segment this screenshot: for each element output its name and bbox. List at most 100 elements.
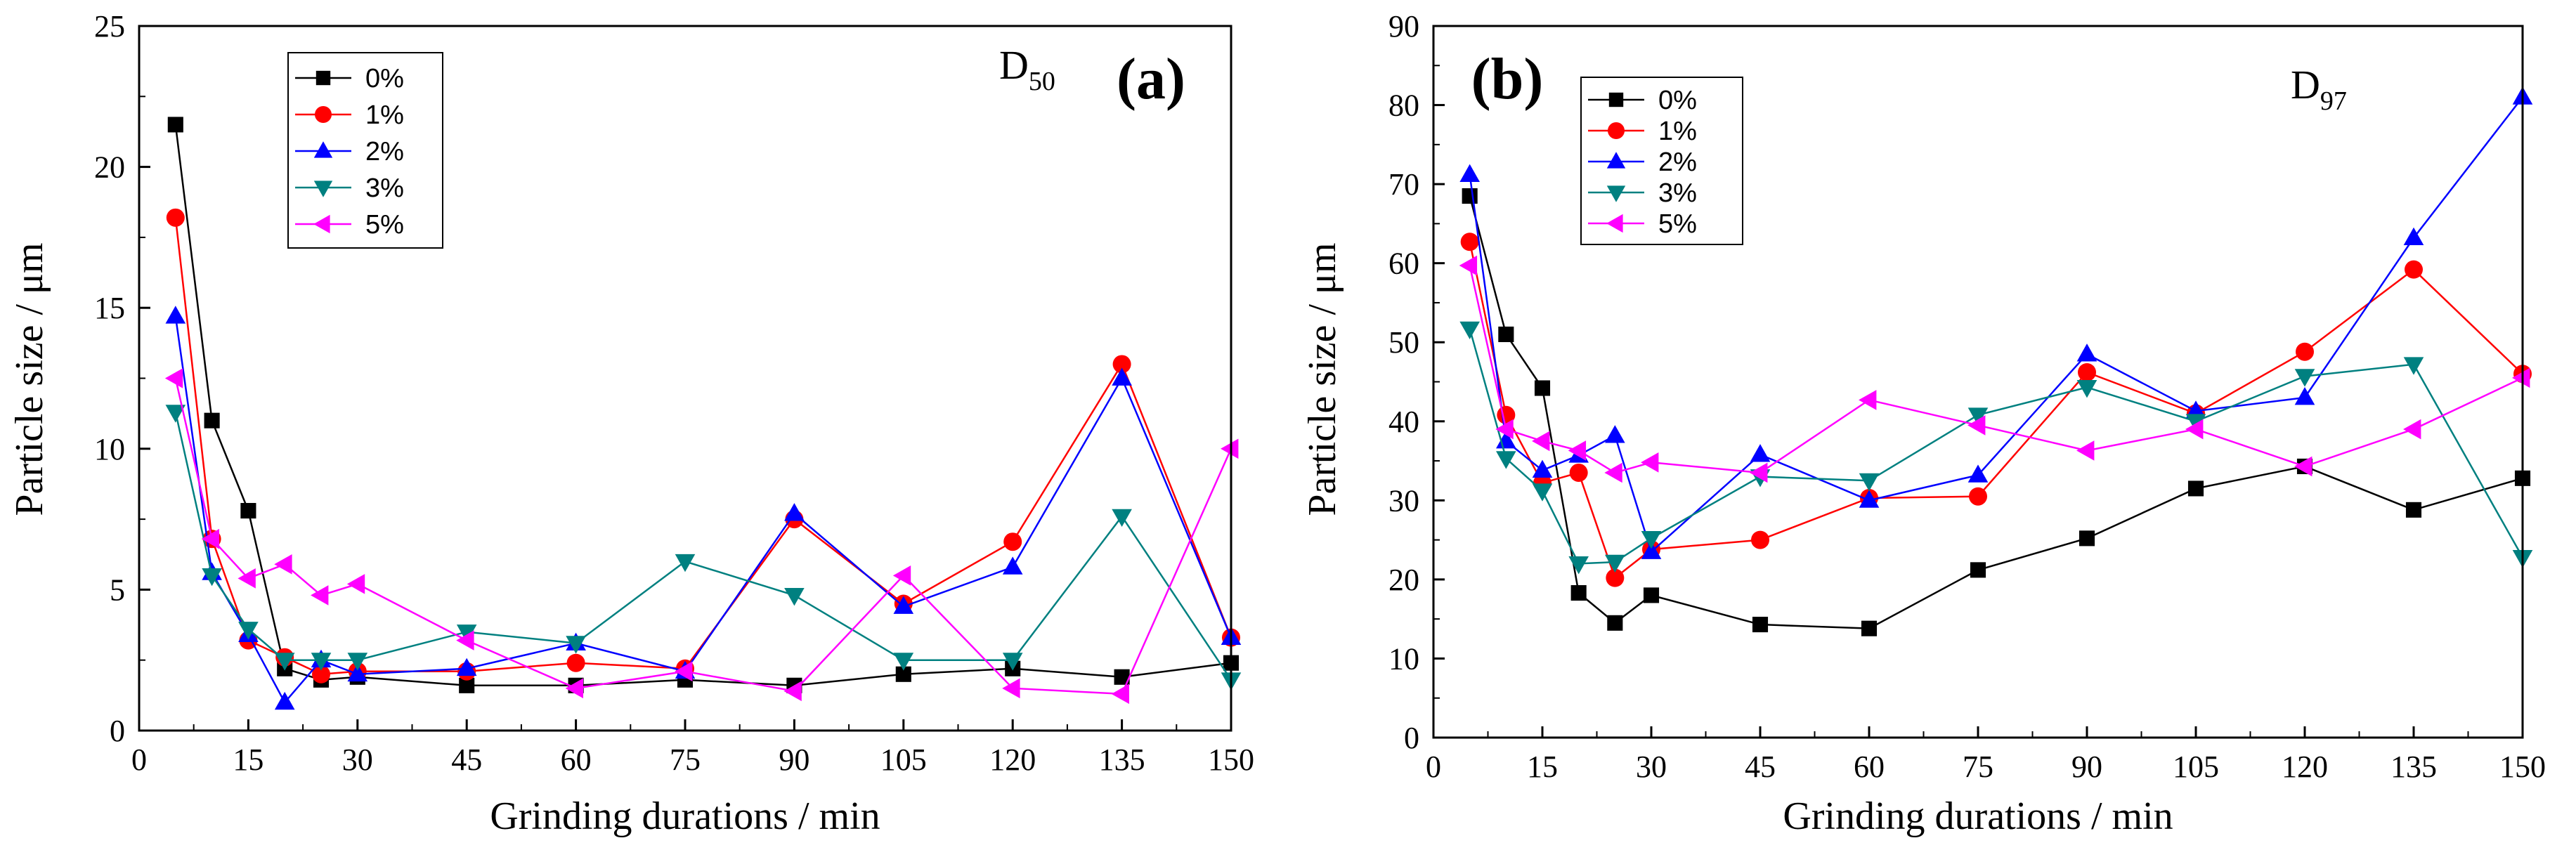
plot-a-subtitle: D50 [999, 42, 1055, 96]
legend-label-0%: 0% [365, 64, 404, 93]
x-tick-label: 90 [779, 742, 809, 777]
legend-label-1%: 1% [1658, 117, 1697, 146]
series-line-2% [174, 316, 1232, 705]
data-point-5% [675, 661, 693, 682]
x-tick-label: 45 [1745, 750, 1776, 784]
data-point-0% [2187, 480, 2204, 497]
x-tick-label: 120 [2282, 750, 2328, 784]
legend-marker-2% [313, 141, 333, 158]
data-point-0% [2405, 502, 2422, 518]
x-tick-label: 30 [1636, 750, 1667, 784]
data-point-2% [2185, 400, 2206, 419]
plot-a-ticks: 0 15 30 45 60 75 90 105 120 135 150 0 5 10 15 20 25 [94, 9, 1254, 777]
data-point-5% [164, 368, 183, 388]
data-point-2% [1605, 425, 1625, 443]
legend-label-5%: 5% [365, 210, 404, 240]
data-point-5% [201, 528, 219, 549]
data-point-0% [459, 677, 475, 693]
data-point-3% [784, 588, 805, 606]
plot-b-x-axis-label: Grinding durations / min [1783, 794, 2173, 838]
data-point-2% [165, 306, 186, 324]
legend-label-3%: 3% [365, 174, 404, 203]
x-tick-label: 75 [1963, 750, 1993, 784]
x-tick-label: 135 [2390, 750, 2437, 784]
data-point-3% [1532, 483, 1553, 502]
x-tick-label: 150 [1208, 742, 1254, 777]
x-tick-label: 30 [342, 742, 373, 777]
x-tick-label: 0 [1426, 750, 1441, 784]
data-point-1% [2405, 260, 2423, 279]
x-tick-label: 60 [561, 742, 592, 777]
plot-b-legend: 0%1%2%3%5% [1580, 77, 1743, 245]
data-point-1% [1751, 530, 1769, 549]
x-tick-label: 0 [131, 742, 147, 777]
legend-marker-0% [316, 70, 331, 86]
data-point-5% [1459, 255, 1478, 276]
plot-a-subtitle-subscript: 50 [1029, 67, 1055, 96]
data-point-0% [1462, 188, 1478, 204]
plot-b-marks [1459, 86, 2533, 636]
data-point-5% [1495, 419, 1514, 440]
data-point-3% [1859, 473, 1880, 492]
x-tick-label: 90 [2071, 750, 2102, 784]
data-point-1% [312, 665, 330, 683]
data-point-1% [1460, 233, 1479, 251]
data-point-3% [1002, 653, 1023, 671]
data-point-2% [2403, 227, 2424, 246]
series-line-2% [1469, 96, 2523, 554]
legend-marker-1% [1608, 122, 1625, 139]
data-point-5% [1967, 415, 1986, 436]
data-point-5% [2076, 440, 2095, 461]
legend-label-5%: 5% [1658, 209, 1697, 239]
data-point-0% [1643, 587, 1660, 603]
data-point-0% [1607, 615, 1623, 631]
data-point-2% [1532, 459, 1553, 478]
data-point-5% [783, 681, 802, 702]
x-tick-label: 150 [2499, 750, 2546, 784]
legend-marker-0% [1608, 92, 1624, 107]
data-point-1% [1569, 463, 1588, 482]
series-line-3% [174, 412, 1232, 681]
data-point-3% [274, 653, 295, 671]
y-tick-label: 40 [1388, 405, 1419, 439]
data-point-0% [1970, 562, 1986, 578]
plot-b-subtitle-main: D [2291, 62, 2320, 107]
data-point-2% [274, 691, 295, 710]
x-tick-label: 45 [451, 742, 482, 777]
data-point-0% [1570, 584, 1587, 601]
x-tick-label: 15 [1527, 750, 1558, 784]
plot-a-y-axis-label: Particle size / μm [8, 242, 51, 516]
x-tick-label: 75 [670, 742, 701, 777]
data-point-2% [1750, 444, 1771, 462]
legend-label-0%: 0% [1658, 86, 1697, 115]
data-point-1% [1112, 355, 1131, 374]
data-point-1% [566, 653, 585, 672]
x-tick-label: 135 [1099, 742, 1145, 777]
y-tick-label: 80 [1388, 89, 1419, 123]
data-point-5% [456, 630, 474, 650]
data-point-1% [166, 208, 185, 227]
series-line-3% [1469, 328, 2524, 565]
data-point-3% [165, 405, 186, 423]
plot-a-x-axis-label: Grinding durations / min [490, 794, 880, 838]
y-tick-label: 90 [1388, 9, 1419, 44]
y-tick-label: 60 [1388, 247, 1419, 281]
legend-label-2%: 2% [365, 137, 404, 166]
data-point-5% [274, 554, 292, 575]
x-tick-label: 15 [233, 742, 264, 777]
legend-label-3%: 3% [1658, 178, 1697, 208]
legend-marker-1% [315, 106, 332, 123]
data-point-3% [2403, 357, 2424, 375]
data-point-3% [2185, 414, 2206, 432]
data-point-5% [1221, 438, 1239, 459]
data-point-3% [1568, 556, 1589, 575]
data-point-0% [1534, 380, 1551, 396]
series-line-0% [1469, 195, 2523, 629]
data-point-1% [2296, 342, 2314, 361]
data-point-3% [675, 554, 696, 573]
data-point-5% [892, 565, 911, 586]
plot-b-subtitle: D97 [2291, 62, 2347, 116]
x-tick-label: 105 [2173, 750, 2219, 784]
legend-marker-5% [313, 214, 330, 234]
